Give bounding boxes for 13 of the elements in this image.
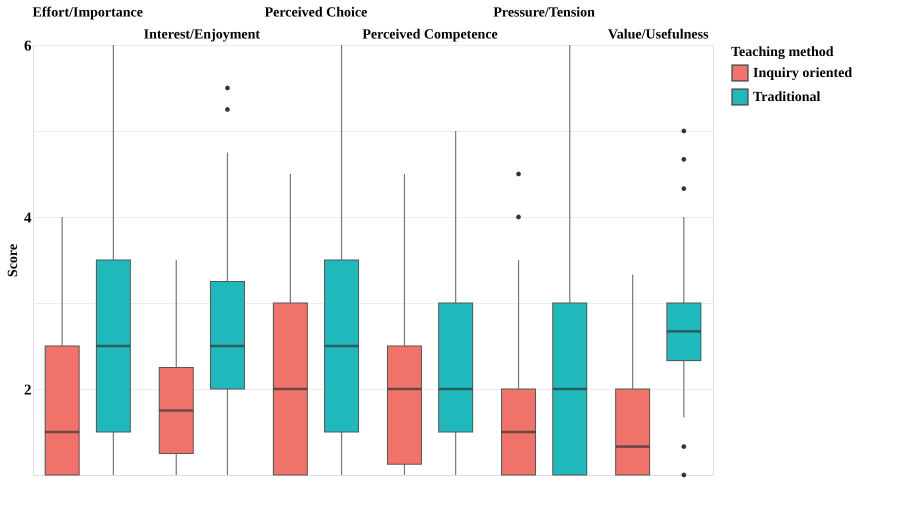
x-tick-label: Perceived Competence — [362, 28, 498, 42]
legend-title: Teaching method — [731, 45, 834, 60]
y-tick-label: 4 — [24, 210, 32, 226]
x-tick-label: Pressure/Tension — [493, 6, 596, 20]
y-tick-label: 6 — [24, 38, 32, 54]
x-tick-label: Value/Usefulness — [608, 28, 710, 42]
x-tick-label: Perceived Choice — [264, 6, 368, 20]
y-tick-label: 2 — [24, 382, 32, 398]
x-tick-label: Effort/Importance — [32, 6, 143, 20]
x-tick-label: Interest/Enjoyment — [144, 28, 260, 42]
y-axis-title: Score — [6, 244, 21, 278]
legend-label: Inquiry oriented — [753, 66, 852, 81]
legend-label: Traditional — [753, 90, 821, 105]
